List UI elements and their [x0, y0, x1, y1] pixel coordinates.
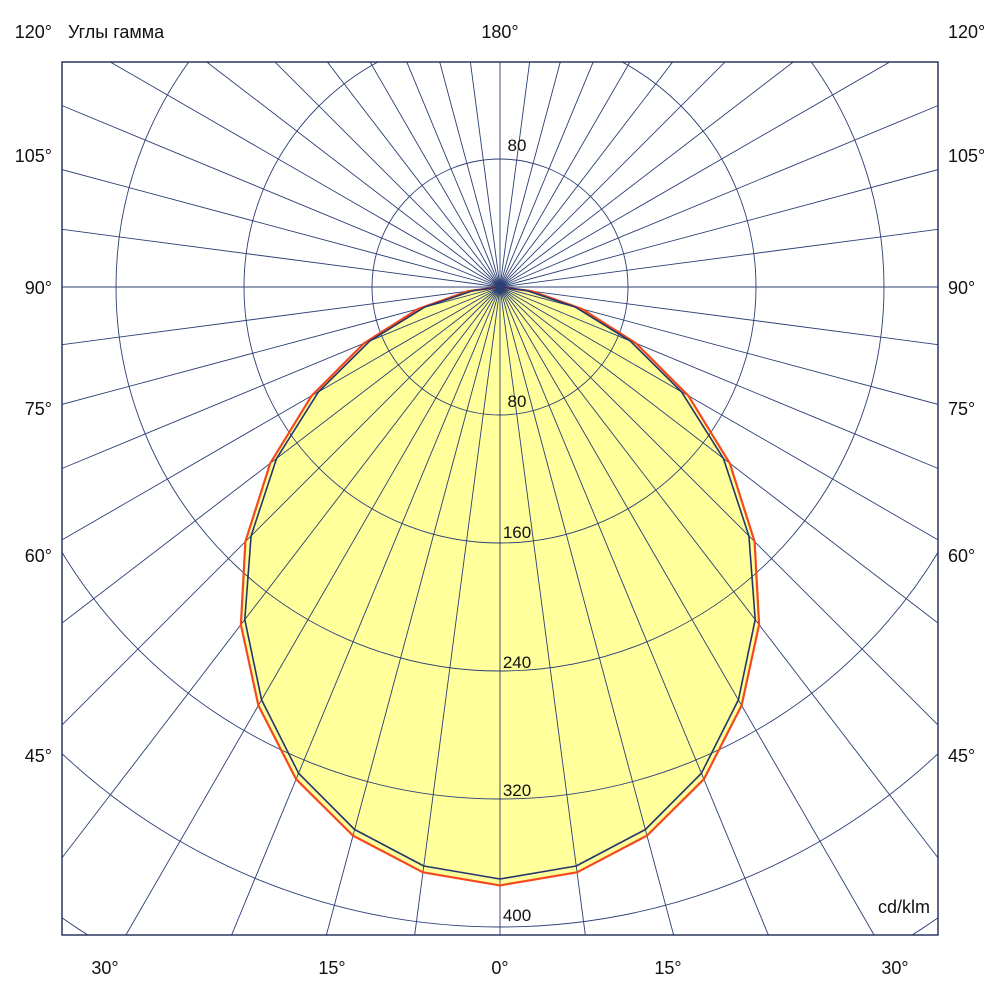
grid-spoke: [499, 286, 586, 935]
grid-spoke: [499, 62, 891, 288]
grid-spoke: [62, 286, 501, 726]
grid-spoke: [499, 286, 769, 935]
right-axis-label: 90°: [948, 278, 975, 298]
left-axis-label: 60°: [25, 546, 52, 566]
plot-border: [61, 61, 939, 936]
grid-spoke: [109, 62, 501, 288]
grid-spoke: [62, 286, 501, 405]
bottom-axis-label: 15°: [318, 958, 345, 978]
grid-spoke: [62, 228, 501, 288]
grid-spoke: [469, 62, 501, 288]
grid-spoke: [62, 286, 501, 469]
grid-spoke: [274, 62, 501, 288]
grid-spoke: [499, 228, 938, 288]
grid-spoke: [62, 286, 501, 624]
grid-spoke: [62, 105, 501, 288]
grid-spoke: [499, 286, 938, 346]
grid-spoke: [62, 286, 501, 346]
grid-spoke: [439, 62, 501, 288]
bottom-axis-label: 0°: [491, 958, 508, 978]
grid-spoke: [369, 62, 501, 288]
radial-tick-label: 240: [503, 653, 531, 672]
grid-spoke: [499, 62, 561, 288]
grid-spoke: [414, 286, 501, 935]
radial-tick-label: 160: [503, 523, 531, 542]
radial-tick-label: 80: [508, 136, 527, 155]
grid-spoke: [499, 169, 938, 288]
red-curve: [239, 285, 761, 887]
right-axis-label: 120°: [948, 22, 985, 42]
grid-spoke: [62, 169, 501, 288]
grid-spoke: [206, 62, 501, 288]
grid-spoke: [499, 105, 938, 288]
grid-spoke: [499, 62, 726, 288]
grid-spoke: [406, 62, 501, 288]
grid-spoke: [499, 286, 938, 859]
radial-tick-label: 80: [508, 392, 527, 411]
right-axis-label: 75°: [948, 399, 975, 419]
left-axis-label: 75°: [25, 399, 52, 419]
chart-title-label: Углы гамма: [68, 22, 165, 42]
grid-spoke: [499, 286, 938, 469]
grid-spoke: [499, 286, 875, 935]
grid-spoke: [499, 62, 631, 288]
grid-spoke: [499, 62, 794, 288]
blue-curve: [244, 286, 756, 880]
left-axis-label: 120°: [15, 22, 52, 42]
units-label: cd/klm: [878, 897, 930, 917]
grid-spoke: [499, 286, 675, 935]
left-axis-label: 105°: [15, 146, 52, 166]
grid-spoke: [499, 62, 531, 288]
bottom-axis-label: 30°: [91, 958, 118, 978]
top-axis-label: 180°: [481, 22, 518, 42]
grid-spoke: [231, 286, 501, 935]
grid-spoke: [62, 286, 501, 859]
grid-spoke: [499, 286, 938, 726]
grid-spoke: [326, 62, 501, 288]
grid-spoke: [499, 62, 674, 288]
right-axis-label: 45°: [948, 746, 975, 766]
grid-spoke: [499, 286, 938, 624]
radial-tick-label: 320: [503, 781, 531, 800]
left-axis-label: 45°: [25, 746, 52, 766]
grid-spoke: [499, 62, 594, 288]
grid-spoke: [125, 286, 501, 935]
grid-spoke: [325, 286, 501, 935]
right-axis-label: 60°: [948, 546, 975, 566]
grid-spoke: [499, 286, 938, 405]
radial-tick-label: 400: [503, 906, 531, 925]
left-axis-label: 90°: [25, 278, 52, 298]
pole-dot: [495, 282, 505, 292]
bottom-axis-label: 15°: [654, 958, 681, 978]
bottom-axis-label: 30°: [881, 958, 908, 978]
right-axis-label: 105°: [948, 146, 985, 166]
